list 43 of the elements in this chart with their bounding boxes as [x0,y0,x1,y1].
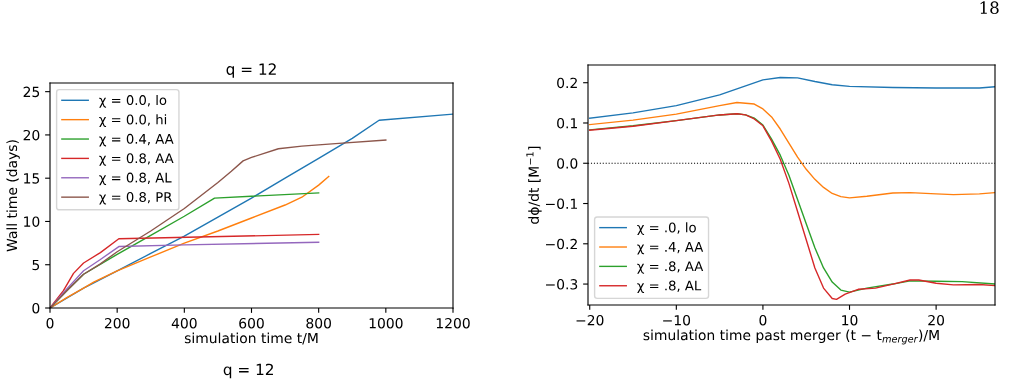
legend-label: χ = 0.4, AA [99,133,174,147]
y-tick-label: 5 [32,259,40,271]
legend-label: χ = 0.8, AL [99,172,172,186]
legend-label: χ = 0.0, lo [99,94,167,108]
x-tick-label: 400 [171,317,197,329]
y-tick-label: −0.2 [546,238,577,250]
y-tick-label: 0.2 [557,77,577,89]
x-tick-label: 200 [104,317,130,329]
y-tick-label: −0.3 [546,279,578,290]
y-tick-label: 0 [32,302,40,314]
x-tick-label: 1000 [369,317,403,329]
y-tick-label: 0.0 [557,158,578,169]
x-tick-label: 10 [842,314,858,326]
legend-label: χ = .4, AA [637,242,704,255]
x-tick-label: 0 [46,317,54,329]
legend-label: χ = 0.8, AA [99,153,174,166]
legend-label: χ = 0.8, PR [99,191,172,205]
x-tick-label: −10 [663,314,691,326]
y-axis-title: dϕ/dt [M$^{−1}$] [526,146,542,224]
x-tick-label: 1200 [436,317,470,329]
y-axis-title: Wall time (days) [6,140,20,252]
x-tick-label: 600 [239,317,264,329]
line-series [589,101,995,199]
legend-label: χ = .8, AA [637,261,704,274]
x-tick-label: −20 [576,314,604,326]
y-tick-label: 25 [23,86,40,98]
y-tick-label: −0.1 [546,198,577,209]
legend-label: χ = .8, AL [637,280,702,294]
x-axis-title: simulation time past merger (t − t$_{merger}$)/M [643,329,939,345]
x-tick-label: 20 [928,314,945,326]
y-tick-label: 10 [24,216,40,227]
x-axis-title: simulation time t/M [184,332,318,345]
x-tick-label: 800 [306,317,331,329]
y-tick-label: 0.1 [557,117,577,129]
x-tick-label: 0 [759,314,767,326]
chart-title: q = 12 [226,63,276,78]
y-tick-label: 20 [23,129,40,141]
line-series [589,76,995,119]
text: q = 12 [223,363,273,379]
legend-label: χ = .0, lo [637,222,696,236]
text: 18 [980,1,999,14]
legend-label: χ = 0.0, hi [99,114,167,128]
y-tick-label: 15 [24,173,40,184]
